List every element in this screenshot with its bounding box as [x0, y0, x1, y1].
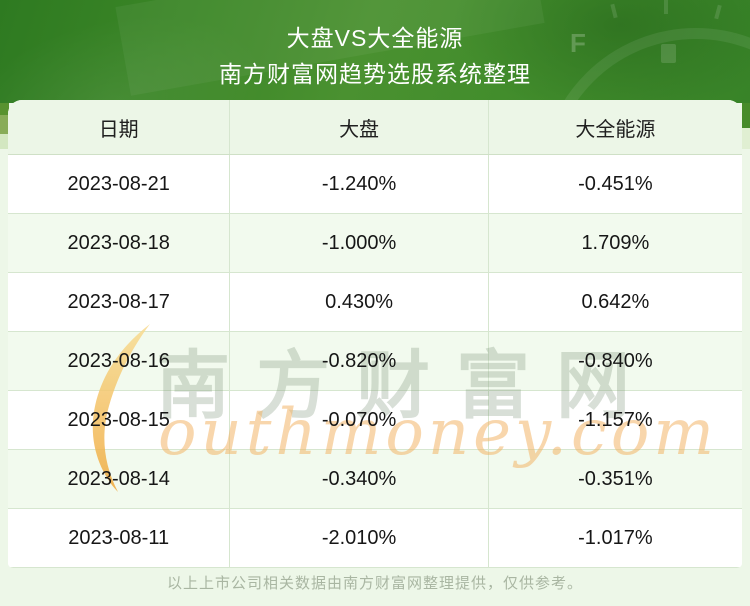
- market-value: -1.240%: [321, 172, 397, 195]
- date-value: 2023-08-17: [67, 290, 170, 313]
- column-header-label: 大盘: [339, 118, 380, 141]
- date-cell: 2023-08-16: [8, 332, 231, 390]
- market-cell: -1.240%: [230, 155, 489, 213]
- stock-cell: -0.840%: [489, 332, 742, 390]
- date-value: 2023-08-18: [67, 231, 170, 254]
- market-cell: -0.820%: [230, 332, 489, 390]
- left-edge-decor: [0, 115, 9, 134]
- market-value: -0.820%: [321, 349, 397, 372]
- page-subtitle: 南方财富网趋势选股系统整理: [219, 61, 531, 87]
- market-value: -0.070%: [321, 408, 397, 431]
- left-edge-decor: [0, 134, 9, 149]
- stock-value: 1.709%: [581, 231, 650, 254]
- date-cell: 2023-08-17: [8, 273, 231, 331]
- date-value: 2023-08-14: [67, 467, 170, 490]
- date-cell: 2023-08-14: [8, 450, 231, 508]
- stock-cell: 0.642%: [489, 273, 742, 331]
- market-value: -2.010%: [321, 526, 397, 549]
- table-row: 2023-08-17 0.430% 0.642%: [8, 273, 742, 332]
- market-cell: -0.070%: [230, 391, 489, 449]
- footer-disclaimer: 以上上市公司相关数据由南方财富网整理提供，仅供参考。: [166, 575, 583, 592]
- table-row: 2023-08-14 -0.340% -0.351%: [8, 450, 742, 509]
- column-header-stock: 大全能源: [489, 100, 742, 154]
- date-cell: 2023-08-15: [8, 391, 231, 449]
- left-edge-decor: [0, 103, 9, 115]
- column-header-label: 大全能源: [575, 118, 656, 141]
- table-row: 2023-08-15 -0.070% -1.157%: [8, 391, 742, 450]
- stock-value: -0.840%: [578, 349, 653, 372]
- date-value: 2023-08-15: [67, 408, 170, 431]
- column-header-label: 日期: [98, 118, 139, 141]
- stock-value: -1.017%: [578, 526, 653, 549]
- market-value: -0.340%: [321, 467, 397, 490]
- date-cell: 2023-08-18: [8, 214, 231, 272]
- gauge-tick-icon: [664, 0, 668, 14]
- table-header-row: 日期 大盘 大全能源: [8, 100, 742, 155]
- stock-cell: -0.351%: [489, 450, 742, 508]
- market-value: 0.430%: [325, 290, 393, 313]
- fuel-gauge-f-label: F: [570, 28, 586, 58]
- date-cell: 2023-08-11: [8, 509, 231, 567]
- date-value: 2023-08-16: [67, 349, 170, 372]
- column-header-market: 大盘: [230, 100, 489, 154]
- date-value: 2023-08-11: [68, 526, 170, 549]
- hero-header: F 大盘VS大全能源 南方财富网趋势选股系统整理: [0, 0, 750, 103]
- market-cell: -0.340%: [230, 450, 489, 508]
- page-title: 大盘VS大全能源: [286, 25, 464, 51]
- market-cell: -1.000%: [230, 214, 489, 272]
- market-value: -1.000%: [321, 231, 397, 254]
- date-value: 2023-08-21: [67, 172, 170, 195]
- table-row: 2023-08-11 -2.010% -1.017%: [8, 509, 742, 568]
- fuel-pump-icon: [661, 44, 676, 63]
- stock-value: 0.642%: [581, 290, 650, 313]
- market-cell: 0.430%: [230, 273, 489, 331]
- market-cell: -2.010%: [230, 509, 489, 567]
- stock-cell: -1.017%: [489, 509, 742, 567]
- right-edge-decor: [742, 128, 750, 149]
- column-header-date: 日期: [8, 100, 231, 154]
- table-row: 2023-08-16 -0.820% -0.840%: [8, 332, 742, 391]
- data-table-card: 南方财富网 outhmoney.com 日期 大盘 大全能源 2023-08-2…: [8, 100, 742, 568]
- stock-cell: -0.451%: [489, 155, 742, 213]
- stock-value: -1.157%: [578, 408, 653, 431]
- stock-cell: -1.157%: [489, 391, 742, 449]
- stock-value: -0.351%: [578, 467, 653, 490]
- right-edge-decor: [742, 103, 750, 128]
- table-row: 2023-08-21 -1.240% -0.451%: [8, 155, 742, 214]
- stock-value: -0.451%: [578, 172, 653, 195]
- stock-cell: 1.709%: [489, 214, 742, 272]
- date-cell: 2023-08-21: [8, 155, 231, 213]
- table-row: 2023-08-18 -1.000% 1.709%: [8, 214, 742, 273]
